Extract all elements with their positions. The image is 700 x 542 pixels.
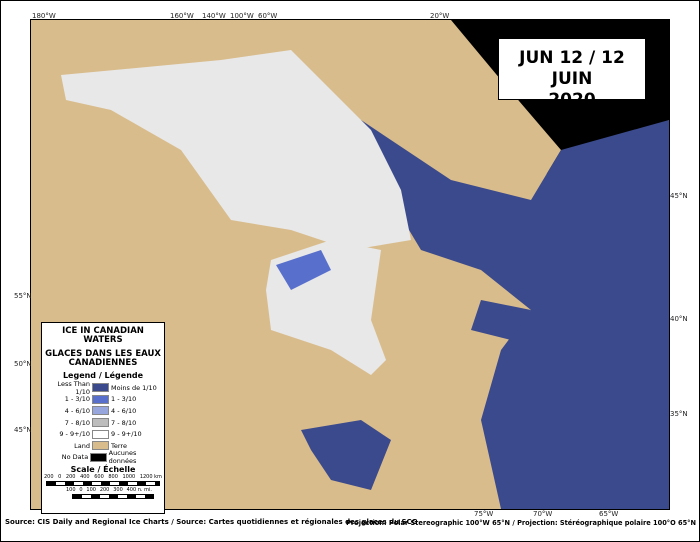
legend-item: Less Than 1/10 Moins de 1/10: [42, 379, 164, 396]
lon-label: 65°W: [599, 510, 619, 518]
legend-swatch: [92, 406, 109, 416]
nmi-tick: 0: [79, 487, 83, 494]
lat-label: 35°N: [670, 410, 688, 418]
legend-label-en: Less Than 1/10: [57, 379, 90, 396]
km-tick: 200: [44, 474, 54, 481]
legend-item: No Data Aucunes données: [42, 449, 164, 466]
km-tick: 400: [80, 474, 90, 481]
legend-swatch: [92, 418, 109, 428]
legend-label-en: 4 - 6/10: [64, 406, 90, 415]
date-line: JUN 12 / 12 JUIN: [519, 48, 625, 89]
projection-text: Projection: Polar Stereographic 100°W 65…: [346, 519, 696, 527]
hudson-bay-lowconc: [276, 250, 331, 290]
legend-swatch: [92, 441, 109, 451]
km-tick: 1200 km: [139, 474, 162, 481]
ice-map[interactable]: [30, 19, 670, 510]
lat-label: 45°N: [14, 426, 32, 434]
lon-label: 140°W: [202, 12, 226, 20]
legend-label-fr: 1 - 3/10: [111, 395, 137, 404]
legend-label-en: 1 - 3/10: [64, 395, 90, 404]
lon-label: 160°W: [170, 12, 194, 20]
nmi-tick: 300: [113, 487, 123, 494]
legend-label-fr: 7 - 8/10: [111, 418, 137, 427]
lat-label: 55°N: [14, 292, 32, 300]
lat-label: 40°N: [670, 315, 688, 323]
legend-item: 7 - 8/10 7 - 8/10: [42, 417, 164, 429]
lon-label: 100°W: [230, 12, 254, 20]
great-lakes: [301, 420, 391, 490]
legend-label-en: 9 - 9+/10: [59, 430, 90, 439]
nmi-tick: 100: [86, 487, 96, 494]
km-scale-bar: [46, 481, 160, 487]
legend: ICE IN CANADIAN WATERS GLACES DANS LES E…: [41, 322, 165, 514]
legend-label-fr: 9 - 9+/10: [111, 430, 142, 439]
lon-label: 60°W: [258, 12, 278, 20]
lat-label: 45°N: [670, 192, 688, 200]
km-tick: 200: [65, 474, 76, 481]
legend-item: 1 - 3/10 1 - 3/10: [42, 394, 164, 406]
legend-label-fr: Moins de 1/10: [111, 383, 157, 392]
legend-item: Land Terre: [42, 440, 164, 452]
atlantic-open-water: [361, 120, 669, 509]
legend-label-en: No Data: [61, 453, 89, 462]
km-tick: 1000: [122, 474, 136, 481]
source-text: Source: CIS Daily and Regional Ice Chart…: [5, 518, 418, 526]
nmi-tick: 200: [99, 487, 110, 494]
legend-swatch: [90, 452, 107, 462]
legend-heading: Legend / Légende: [62, 371, 144, 380]
nmi-scale-bar: [72, 494, 154, 500]
legend-label-en: 7 - 8/10: [64, 418, 90, 427]
legend-label-fr: Aucunes données: [108, 449, 137, 466]
km-tick: 600: [94, 474, 104, 481]
lon-label: 70°W: [533, 510, 553, 518]
year-line: 2020: [548, 90, 596, 110]
legend-title-fr: GLACES DANS LES EAUX CANADIENNES: [45, 349, 161, 368]
date-box: JUN 12 / 12 JUIN 2020: [498, 38, 646, 110]
lon-label: 20°W: [430, 12, 450, 20]
nmi-tick: 400 n. mi.: [126, 487, 152, 494]
nmi-tick: 100: [66, 487, 76, 494]
legend-swatch: [92, 383, 109, 393]
legend-title-en: ICE IN CANADIAN WATERS: [62, 326, 144, 345]
lon-label: 180°W: [32, 12, 56, 20]
lon-label: 75°W: [474, 510, 494, 518]
legend-swatch: [92, 394, 109, 404]
km-tick: 0: [58, 474, 62, 481]
legend-label-fr: Terre: [111, 441, 127, 450]
map-canvas: [31, 20, 669, 509]
legend-label-en: Land: [74, 441, 90, 450]
gulf-st-lawrence: [471, 300, 531, 340]
km-tick: 800: [108, 474, 118, 481]
legend-item: 9 - 9+/10 9 - 9+/10: [42, 428, 164, 440]
greenland: [331, 20, 561, 200]
legend-label-fr: 4 - 6/10: [111, 406, 137, 415]
legend-swatch: [92, 429, 109, 439]
legend-item: 4 - 6/10 4 - 6/10: [42, 405, 164, 417]
lat-label: 50°N: [14, 360, 32, 368]
arctic-ice: [61, 50, 411, 250]
scale-heading: Scale / Échelle: [70, 465, 136, 475]
